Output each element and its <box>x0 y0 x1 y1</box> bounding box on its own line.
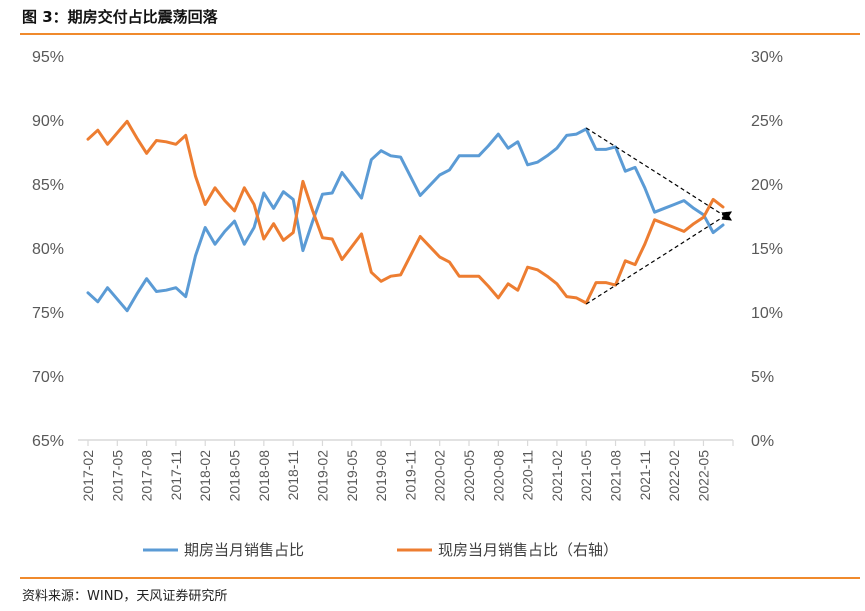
y-left-tick-label: 75% <box>32 305 64 322</box>
x-tick-label: 2017-02 <box>80 450 96 502</box>
trend-line-up <box>585 211 733 305</box>
footer-rule <box>20 577 860 579</box>
legend-label-completed-sales: 现房当月销售占比（右轴） <box>438 541 618 559</box>
y-right-tick-label: 0% <box>751 433 774 450</box>
y-right-tick-label: 20% <box>751 177 783 194</box>
x-tick-label: 2020-08 <box>490 450 506 502</box>
y-right-tick-label: 10% <box>751 305 783 322</box>
x-tick-label: 2019-08 <box>373 450 389 502</box>
y-left-tick-label: 80% <box>32 241 64 258</box>
y-left-tick-label: 65% <box>32 433 64 450</box>
x-tick-label: 2021-02 <box>549 450 565 502</box>
x-tick-label: 2019-11 <box>402 450 418 501</box>
x-tick-label: 2020-02 <box>432 450 448 502</box>
x-tick-label: 2018-05 <box>227 450 243 502</box>
y-right-tick-label: 5% <box>751 369 774 386</box>
y-right-tick-label: 30% <box>751 49 783 66</box>
x-tick-label: 2018-08 <box>256 450 272 502</box>
x-tick-label: 2021-08 <box>608 450 624 502</box>
x-tick-label: 2022-05 <box>695 450 711 502</box>
x-tick-label: 2020-05 <box>461 450 477 502</box>
y-right-tick-label: 15% <box>751 241 783 258</box>
title-rule <box>20 33 860 35</box>
x-tick-label: 2017-11 <box>168 450 184 501</box>
y-right-tick-label: 25% <box>751 113 783 130</box>
x-tick-label: 2019-02 <box>314 450 330 502</box>
y-left-tick-label: 90% <box>32 113 64 130</box>
x-tick-label: 2017-08 <box>139 450 155 502</box>
x-tick-label: 2021-11 <box>637 450 653 501</box>
x-tick-label: 2018-11 <box>285 450 301 501</box>
series-line-completed-sales <box>86 119 725 305</box>
x-tick-label: 2022-02 <box>666 450 682 502</box>
series-line-forward-sales <box>86 127 725 313</box>
x-tick-label: 2018-02 <box>197 450 213 502</box>
source-note: 资料来源：WIND，天风证券研究所 <box>22 589 228 604</box>
y-left-tick-label: 95% <box>32 49 64 66</box>
y-left-tick-label: 85% <box>32 177 64 194</box>
y-left-tick-label: 70% <box>32 369 64 386</box>
x-tick-label: 2017-05 <box>109 450 125 502</box>
x-tick-label: 2021-05 <box>578 450 594 502</box>
legend-label-forward-sales: 期房当月销售占比 <box>184 541 304 559</box>
figure-title: 图 3：期房交付占比震荡回落 <box>22 8 218 26</box>
x-tick-label: 2020-11 <box>520 450 536 501</box>
trend-line-down <box>585 127 733 221</box>
x-tick-label: 2019-05 <box>344 450 360 502</box>
